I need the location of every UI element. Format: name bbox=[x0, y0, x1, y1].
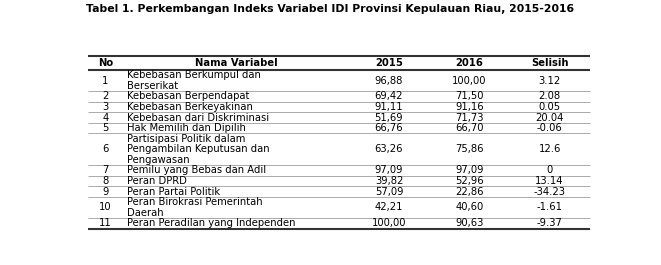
Text: 71,50: 71,50 bbox=[455, 91, 484, 101]
Text: 5: 5 bbox=[102, 123, 108, 133]
Text: 39,82: 39,82 bbox=[375, 176, 403, 186]
Text: 3.12: 3.12 bbox=[539, 76, 561, 86]
Text: Selisih: Selisih bbox=[531, 58, 568, 68]
Text: 40,60: 40,60 bbox=[455, 202, 483, 212]
Text: 12.6: 12.6 bbox=[539, 144, 561, 154]
Text: Tabel 1. Perkembangan Indeks Variabel IDI Provinsi Kepulauan Riau, 2015-2016: Tabel 1. Perkembangan Indeks Variabel ID… bbox=[87, 4, 574, 14]
Text: 9: 9 bbox=[102, 187, 108, 197]
Text: 13.14: 13.14 bbox=[535, 176, 564, 186]
Text: 90,63: 90,63 bbox=[455, 218, 483, 228]
Text: 100,00: 100,00 bbox=[371, 218, 407, 228]
Text: 66,76: 66,76 bbox=[375, 123, 403, 133]
Text: Berserikat: Berserikat bbox=[127, 81, 178, 91]
Text: 100,00: 100,00 bbox=[452, 76, 486, 86]
Text: 6: 6 bbox=[102, 144, 108, 154]
Text: 2016: 2016 bbox=[455, 58, 483, 68]
Text: 2015: 2015 bbox=[375, 58, 403, 68]
Text: 10: 10 bbox=[99, 202, 112, 212]
Text: Pengawasan: Pengawasan bbox=[127, 155, 190, 165]
Text: 42,21: 42,21 bbox=[375, 202, 403, 212]
Text: 96,88: 96,88 bbox=[375, 76, 403, 86]
Text: Hak Memilih dan Dipilih: Hak Memilih dan Dipilih bbox=[127, 123, 246, 133]
Text: Peran DPRD: Peran DPRD bbox=[127, 176, 187, 186]
Text: 52,96: 52,96 bbox=[455, 176, 484, 186]
Text: Kebebasan dari Diskriminasi: Kebebasan dari Diskriminasi bbox=[127, 113, 269, 123]
Text: Pengambilan Keputusan dan: Pengambilan Keputusan dan bbox=[127, 144, 270, 154]
Text: 4: 4 bbox=[102, 113, 108, 123]
Text: Peran Birokrasi Pemerintah: Peran Birokrasi Pemerintah bbox=[127, 197, 262, 207]
Text: 97,09: 97,09 bbox=[375, 165, 403, 175]
Text: 3: 3 bbox=[102, 102, 108, 112]
Text: 71,73: 71,73 bbox=[455, 113, 484, 123]
Text: -34.23: -34.23 bbox=[533, 187, 566, 197]
Text: Peran Partai Politik: Peran Partai Politik bbox=[127, 187, 220, 197]
Text: 0: 0 bbox=[547, 165, 553, 175]
Text: 91,16: 91,16 bbox=[455, 102, 484, 112]
Text: Nama Variabel: Nama Variabel bbox=[194, 58, 277, 68]
Text: 2: 2 bbox=[102, 91, 108, 101]
Text: Pemilu yang Bebas dan Adil: Pemilu yang Bebas dan Adil bbox=[127, 165, 266, 175]
Text: -9.37: -9.37 bbox=[537, 218, 563, 228]
Text: Daerah: Daerah bbox=[127, 208, 164, 218]
Text: 20.04: 20.04 bbox=[535, 113, 564, 123]
Text: 0.05: 0.05 bbox=[539, 102, 561, 112]
Text: 66,70: 66,70 bbox=[455, 123, 484, 133]
Text: 63,26: 63,26 bbox=[375, 144, 403, 154]
Text: 1: 1 bbox=[102, 76, 108, 86]
Text: Kebebasan Berpendapat: Kebebasan Berpendapat bbox=[127, 91, 249, 101]
Text: 2.08: 2.08 bbox=[539, 91, 561, 101]
Text: 8: 8 bbox=[102, 176, 108, 186]
Text: 75,86: 75,86 bbox=[455, 144, 484, 154]
Text: -1.61: -1.61 bbox=[537, 202, 563, 212]
Text: Kebebasan Berkeyakinan: Kebebasan Berkeyakinan bbox=[127, 102, 253, 112]
Text: Partisipasi Politik dalam: Partisipasi Politik dalam bbox=[127, 134, 245, 144]
Text: 57,09: 57,09 bbox=[375, 187, 403, 197]
Text: Peran Peradilan yang Independen: Peran Peradilan yang Independen bbox=[127, 218, 295, 228]
Text: 69,42: 69,42 bbox=[375, 91, 403, 101]
Text: 51,69: 51,69 bbox=[375, 113, 403, 123]
Text: 97,09: 97,09 bbox=[455, 165, 484, 175]
Text: -0.06: -0.06 bbox=[537, 123, 563, 133]
Text: Kebebasan Berkumpul dan: Kebebasan Berkumpul dan bbox=[127, 70, 261, 80]
Text: 7: 7 bbox=[102, 165, 108, 175]
Text: 22,86: 22,86 bbox=[455, 187, 484, 197]
Text: 11: 11 bbox=[99, 218, 112, 228]
Text: No: No bbox=[98, 58, 113, 68]
Text: 91,11: 91,11 bbox=[375, 102, 403, 112]
